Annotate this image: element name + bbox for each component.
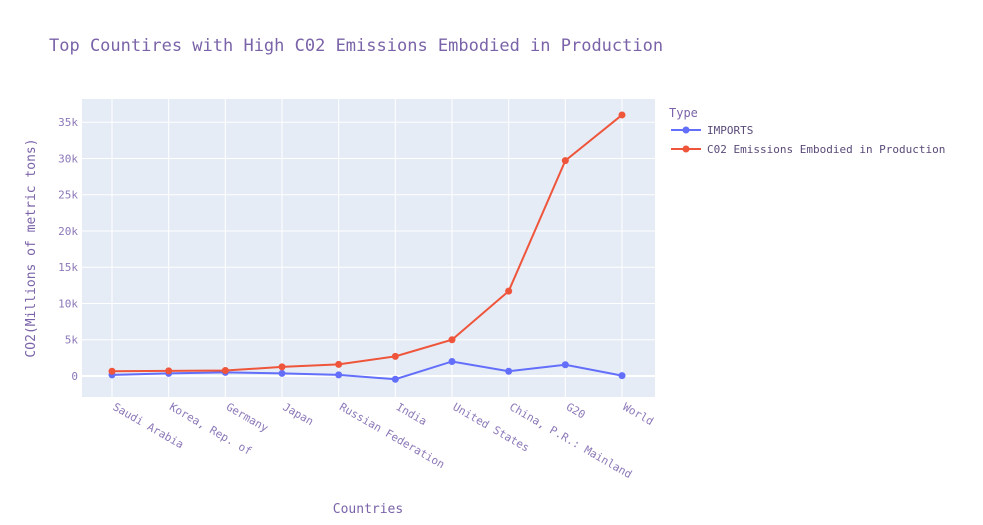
legend-item[interactable]: IMPORTS [707,124,753,137]
data-point [391,375,399,383]
legend-title: Type [669,106,698,120]
x-tick-label: G20 [564,400,588,421]
x-axis-title: Countries [333,502,403,517]
gridlines [82,99,655,397]
legend-item[interactable]: C02 Emissions Embodied in Production [707,143,945,156]
data-point [108,367,116,375]
data-point [618,111,626,119]
data-point [448,336,456,344]
y-tick-label: 30k [58,152,78,165]
series-line [111,114,623,373]
x-tick-label: India [394,400,429,428]
x-tick-label: Japan [281,400,316,428]
data-point [561,361,569,369]
y-tick-label: 25k [58,189,78,202]
x-tick-label: Russian Federation [337,400,447,471]
data-point [561,157,569,165]
data-point [221,367,229,375]
data-point [278,369,286,377]
y-tick-label: 20k [58,225,78,238]
x-tick-label: World [621,400,656,428]
series-line [111,360,623,381]
y-tick-label: 10k [58,297,78,310]
data-point [505,287,513,295]
data-point [278,363,286,371]
y-tick-label: 35k [58,116,78,129]
chart-title: Top Countires with High C02 Emissions Em… [49,36,663,56]
y-tick-label: 5k [65,334,79,347]
x-tick-label: Germany [224,400,271,435]
data-point [335,371,343,379]
data-point [448,357,456,365]
y-tick-label: 15k [58,261,78,274]
y-axis-title: CO2(Millions of metric tons) [24,138,39,357]
series-layer [108,111,626,383]
data-point [618,372,626,380]
data-point [335,360,343,368]
data-point [165,367,173,375]
data-point [505,367,513,375]
legend: Type IMPORTS C02 Emissions Embodied in Pr… [669,106,945,156]
legend-marker [682,126,690,134]
plot-area [82,99,655,397]
legend-marker [682,145,690,153]
data-point [391,352,399,360]
y-tick-label: 0 [71,370,78,383]
y-axis-ticks: 0 5k 10k 15k 20k 25k 30k 35k [58,116,78,383]
